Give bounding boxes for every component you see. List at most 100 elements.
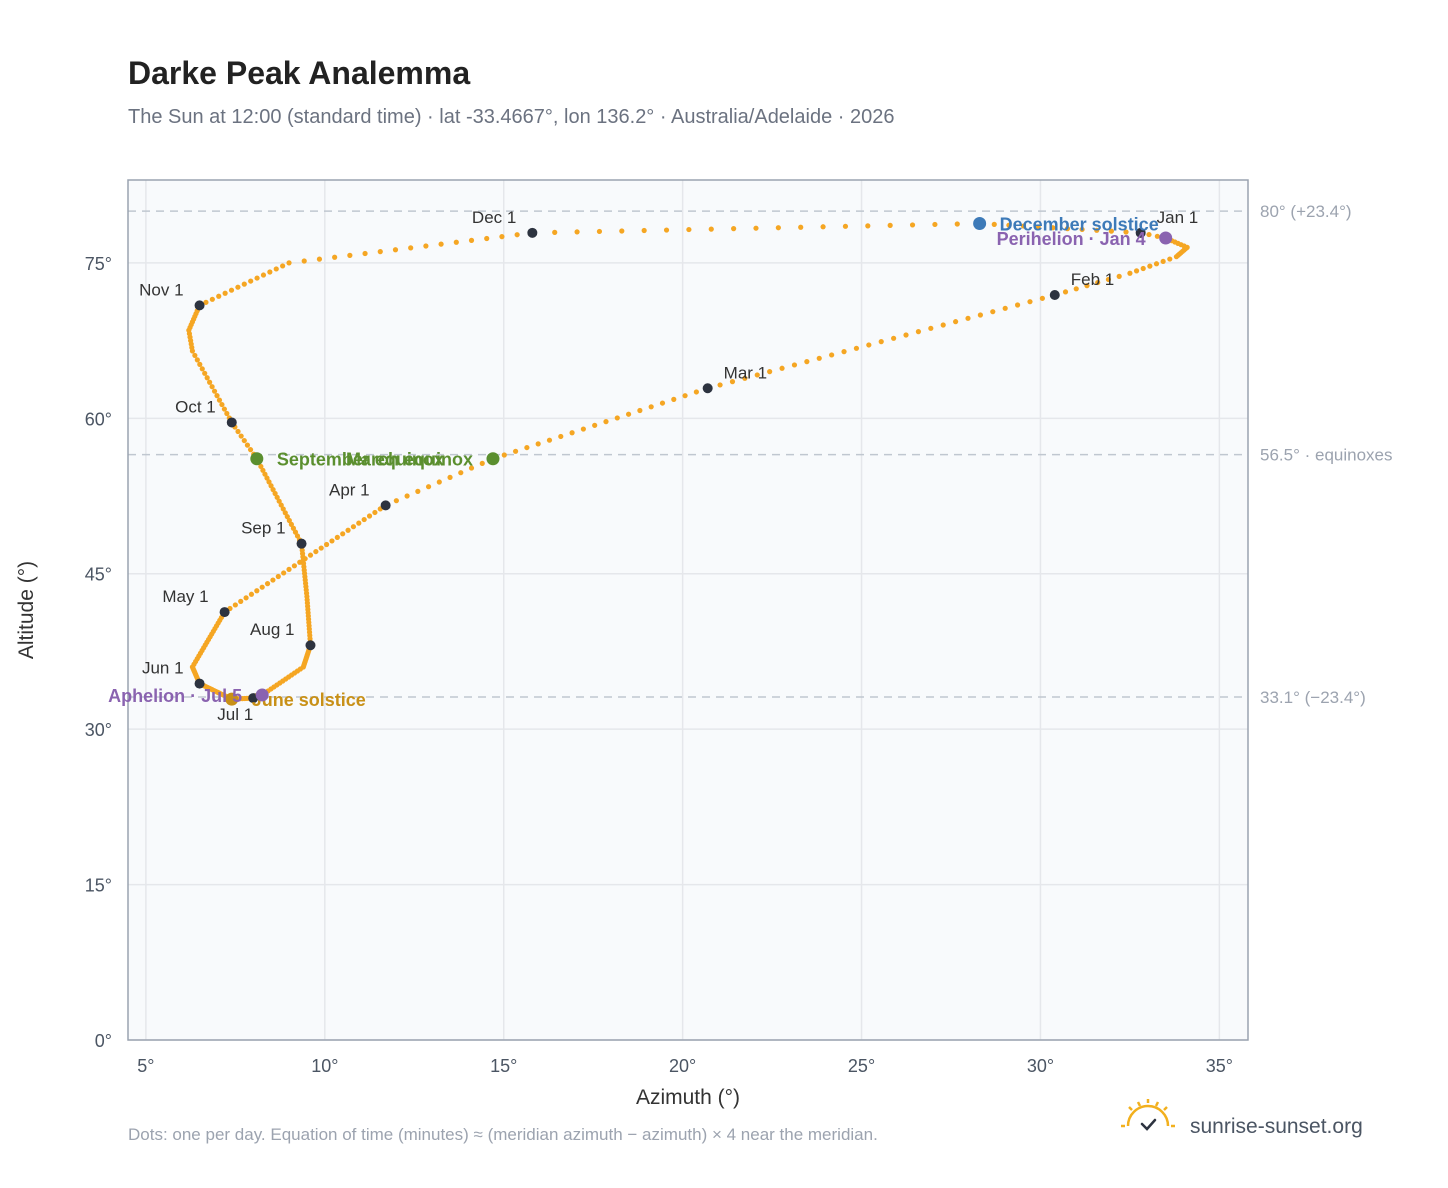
daily-sun-dot [286, 517, 292, 524]
daily-sun-dot [468, 237, 475, 243]
daily-sun-dot [194, 357, 200, 363]
daily-sun-dot [887, 222, 893, 228]
daily-sun-dot [1173, 254, 1180, 260]
daily-sun-dot [377, 249, 383, 255]
daily-sun-dot [592, 422, 598, 428]
daily-sun-dot [753, 225, 759, 231]
daily-sun-dot [192, 352, 198, 359]
daily-sun-dot [356, 520, 362, 526]
daily-sun-dot [203, 299, 209, 305]
month-marker [527, 227, 538, 238]
daily-sun-dot [334, 534, 340, 540]
daily-sun-dot [276, 498, 282, 504]
y-axis-label: Altitude (°) [15, 561, 38, 659]
event-label: December solstice [1000, 215, 1159, 235]
month-label: Dec 1 [472, 208, 516, 227]
month-label: May 1 [162, 587, 208, 606]
daily-sun-dot [207, 379, 213, 385]
daily-sun-dot [614, 415, 620, 421]
daily-sun-dot [1167, 256, 1173, 262]
daily-sun-dot [254, 275, 260, 281]
daily-sun-dot [1147, 263, 1153, 269]
daily-sun-dot [928, 325, 934, 331]
daily-sun-dot [659, 400, 666, 406]
daily-sun-dot [313, 548, 319, 555]
daily-sun-dot [232, 602, 238, 608]
daily-sun-dot [1094, 227, 1100, 233]
daily-sun-dot [345, 527, 351, 533]
daily-sun-dot [1146, 231, 1152, 238]
daily-sun-dot [1123, 229, 1129, 235]
daily-sun-dot [228, 287, 235, 293]
daily-sun-dot [272, 490, 278, 497]
daily-sun-dot [569, 430, 575, 436]
daily-sun-dot [663, 227, 670, 233]
daily-sun-dot [248, 278, 254, 284]
daily-sun-dot [468, 465, 475, 471]
daily-sun-dot [829, 352, 835, 358]
month-marker [219, 607, 230, 618]
event-label: Perihelion · Jan 4 [997, 229, 1146, 249]
daily-sun-dot [977, 312, 983, 318]
daily-sun-dot [438, 241, 444, 247]
daily-sun-dot [1153, 261, 1160, 267]
daily-sun-dot [292, 529, 299, 535]
daily-sun-dot [254, 588, 260, 594]
event-label: June solstice [252, 690, 366, 710]
reference-line-label: 56.5° · equinoxes [1260, 446, 1393, 465]
y-tick-label: 15° [85, 876, 112, 896]
daily-sun-dot [1160, 258, 1166, 265]
daily-sun-dot [316, 256, 323, 262]
daily-sun-dot [954, 221, 960, 227]
month-label: Oct 1 [175, 397, 216, 416]
event-marker [486, 452, 500, 466]
reference-line-label: 33.1° (−23.4°) [1260, 688, 1366, 707]
event-marker [225, 692, 239, 706]
daily-sun-dot [447, 474, 453, 480]
daily-sun-dot [1062, 289, 1069, 295]
daily-sun-dot [415, 488, 421, 494]
daily-sun-dot [524, 444, 530, 451]
x-tick-label: 30° [1027, 1056, 1054, 1076]
plot-area [128, 180, 1248, 1040]
daily-sun-dot [682, 393, 688, 399]
daily-sun-dot [1133, 268, 1140, 274]
reference-lines: 80° (+23.4°) 56.5° · equinoxes 33.1° (−23.… [128, 202, 1393, 707]
daily-sun-dot [221, 406, 227, 412]
daily-sun-dot [260, 272, 267, 278]
month-label: Jan 1 [1157, 208, 1199, 227]
daily-sun-dot [1073, 286, 1079, 292]
daily-sun-dot [264, 475, 270, 481]
daily-sun-dot [248, 591, 255, 597]
daily-sun-dot [243, 595, 249, 601]
daily-sun-dot [842, 223, 849, 229]
daily-sun-dot [453, 239, 459, 245]
daily-sun-dot [270, 577, 276, 583]
daily-sun-dot [1020, 223, 1027, 229]
daily-sun-dot [853, 345, 860, 351]
daily-sun-dot [512, 448, 519, 454]
daily-sun-dot [282, 510, 288, 516]
event-marker [250, 452, 264, 466]
daily-sun-dot [841, 349, 847, 355]
month-label: Nov 1 [139, 280, 183, 299]
daily-sun-dot [915, 329, 922, 335]
y-tick-label: 0° [95, 1031, 112, 1051]
daily-sun-dot [866, 342, 872, 348]
daily-sun-dot [286, 566, 292, 572]
daily-sun-dot [501, 452, 507, 458]
daily-sun-dot [323, 541, 330, 548]
month-label: Mar 1 [724, 363, 767, 382]
daily-sun-dot [603, 419, 609, 425]
daily-sun-dot [499, 233, 505, 240]
month-marker [1049, 290, 1060, 301]
daily-sun-dot [991, 221, 997, 227]
month-marker [194, 300, 205, 311]
daily-sun-dot [693, 389, 699, 395]
daily-sun-dot [392, 247, 399, 253]
daily-sun-dot [791, 362, 798, 368]
daily-sun-dot [235, 284, 241, 290]
y-tick-label: 30° [85, 720, 112, 740]
daily-sun-dot [408, 245, 414, 251]
